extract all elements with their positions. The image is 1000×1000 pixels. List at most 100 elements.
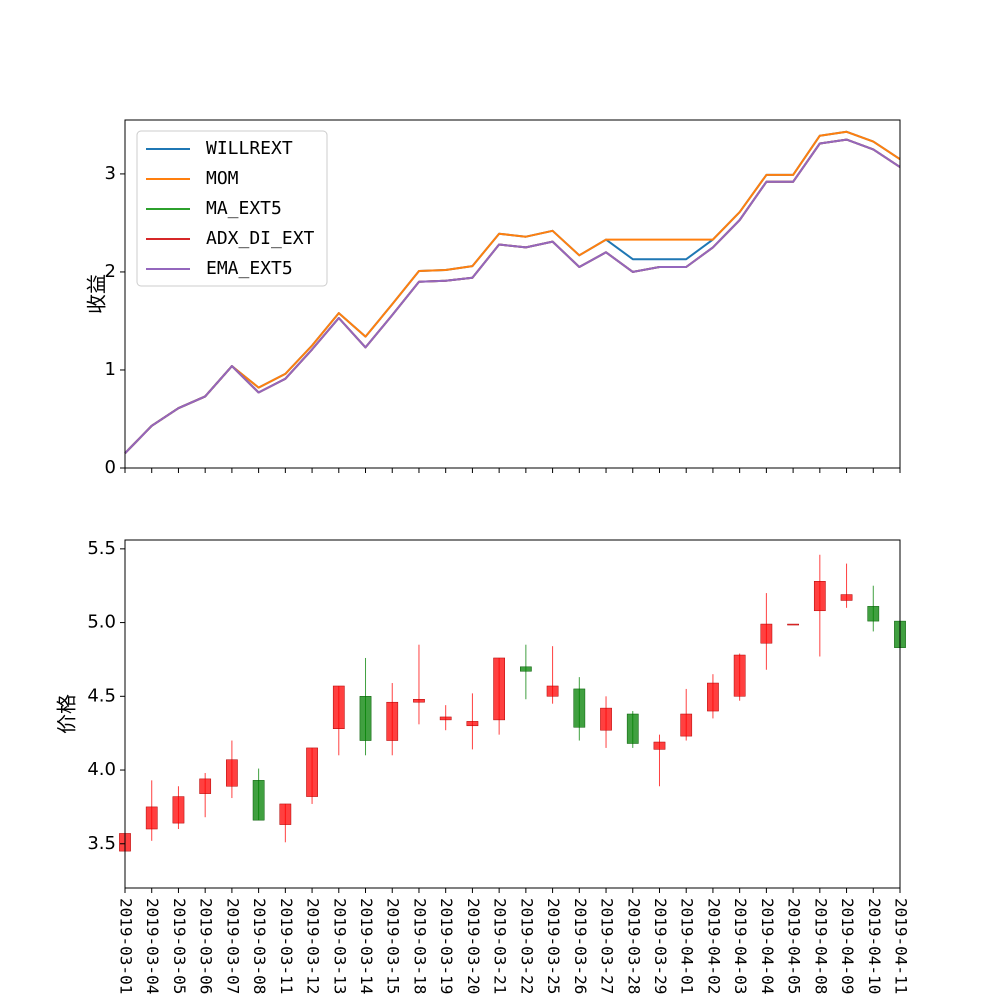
returns-x-ticks [124, 468, 901, 473]
candlestick [172, 786, 185, 830]
date-x-tick-label: 2019-04-08 [811, 898, 830, 994]
candlestick [306, 747, 318, 804]
date-x-tick-label: 2019-04-10 [865, 898, 884, 994]
candlestick [733, 653, 746, 701]
candlesticks [119, 554, 906, 855]
candlestick [867, 585, 880, 632]
price-y-ticks: 3.5 4.0 4.5 5.0 5.5 [87, 538, 125, 854]
candle-body [386, 701, 399, 741]
date-x-tick-label: 2019-03-20 [464, 898, 483, 994]
candle-body [707, 682, 719, 712]
price-y-tick-label: 4.0 [87, 759, 116, 780]
legend: WILLREXT MOM MA_EXT5 ADX_DI_EXT EMA_EXT5 [136, 130, 328, 287]
candlestick [359, 657, 372, 756]
candlestick [226, 740, 238, 799]
candle-body [787, 623, 799, 626]
date-x-tick-label: 2019-03-29 [651, 898, 670, 994]
candlestick [707, 674, 719, 719]
date-x-tick-label: 2019-03-22 [517, 898, 536, 994]
date-x-tick-label: 2019-04-11 [892, 898, 911, 994]
candle-body [626, 713, 639, 744]
candlestick [145, 780, 158, 841]
price-y-tick-label: 5.0 [87, 612, 116, 633]
candle-body [760, 623, 773, 644]
date-x-tick-label: 2019-03-12 [304, 898, 323, 994]
series-line-ema-ext5 [124, 138, 901, 454]
candlestick [680, 688, 693, 741]
price-chart-panel: 3.54.04.55.05.5 2019-03-01 2019-03-04 2019… [55, 538, 911, 994]
date-x-ticks: 2019-03-01 2019-03-04 2019-03-05 2019-03-06… [117, 888, 911, 994]
price-y-tick-label: 3.5 [87, 833, 116, 854]
candle-body [413, 699, 425, 703]
candlestick [760, 593, 773, 670]
returns-y-tick-label: 0 [105, 457, 116, 478]
candle-body [439, 716, 452, 721]
returns-y-tick-label: 3 [105, 163, 116, 184]
legend-box [136, 130, 328, 287]
price-y-axis-label: 价格 [55, 694, 79, 734]
price-y-tick-label: 5.5 [87, 538, 116, 559]
candle-body [466, 721, 479, 727]
date-x-tick-label: 2019-03-05 [170, 898, 189, 994]
date-x-tick-label: 2019-03-13 [330, 898, 349, 994]
candlestick [840, 563, 853, 608]
candlestick [466, 693, 479, 750]
candlestick [439, 705, 452, 731]
legend-entry-label: WILLREXT [206, 138, 293, 159]
returns-plot-frame [124, 119, 901, 469]
date-x-tick-label: 2019-03-18 [410, 898, 429, 994]
date-x-tick-label: 2019-03-11 [277, 898, 296, 994]
price-plot-frame [124, 539, 901, 889]
date-x-tick-label: 2019-04-02 [704, 898, 723, 994]
returns-chart-panel: 0 1 2 3 收益 WILLREXT MOM MA_EXT5 ADX_DI_EXT EMA_… [85, 119, 901, 478]
date-x-tick-label: 2019-03-25 [544, 898, 563, 994]
date-x-tick-label: 2019-04-09 [838, 898, 857, 994]
candle-body [172, 796, 185, 824]
date-x-tick-label: 2019-03-26 [571, 898, 590, 994]
candle-body [840, 594, 853, 601]
legend-entry-label: MA_EXT5 [206, 198, 282, 219]
candle-body [145, 806, 158, 830]
candle-body [359, 696, 372, 741]
date-x-tick-label: 2019-04-03 [731, 898, 750, 994]
candle-body [733, 654, 746, 697]
date-x-tick-label: 2019-03-14 [357, 898, 376, 994]
candle-body [332, 685, 345, 729]
candlestick [626, 711, 639, 748]
candle-body [813, 581, 826, 612]
candlestick [252, 768, 265, 821]
returns-y-tick-label: 1 [105, 359, 116, 380]
candlestick [787, 623, 799, 626]
date-x-tick-label: 2019-04-04 [758, 898, 777, 994]
date-x-tick-label: 2019-03-21 [491, 898, 510, 994]
candle-body [573, 688, 586, 728]
series-line-mom [124, 130, 901, 454]
date-x-tick-label: 2019-03-04 [143, 898, 162, 994]
legend-entry-label: MOM [206, 168, 239, 189]
candlestick [653, 734, 666, 787]
candlestick [520, 644, 532, 700]
candlestick [813, 554, 826, 657]
legend-entry-label: EMA_EXT5 [206, 258, 293, 279]
candlestick [413, 644, 425, 725]
date-x-tick-label: 2019-04-05 [785, 898, 804, 994]
date-x-tick-label: 2019-03-28 [624, 898, 643, 994]
candle-body [600, 707, 612, 731]
date-x-tick-label: 2019-03-01 [117, 898, 136, 994]
returns-series-lines [124, 130, 901, 454]
candlestick [493, 657, 505, 735]
candlestick [332, 685, 345, 756]
candle-body [653, 741, 666, 750]
date-x-tick-label: 2019-03-06 [197, 898, 216, 994]
candle-body [546, 685, 559, 697]
returns-y-ticks: 0 1 2 3 [105, 163, 125, 478]
date-x-tick-label: 2019-03-08 [250, 898, 269, 994]
candlestick [546, 646, 559, 704]
candle-body [226, 759, 238, 787]
date-x-tick-label: 2019-03-15 [384, 898, 403, 994]
date-x-tick-label: 2019-03-19 [437, 898, 456, 994]
candle-body [279, 803, 292, 825]
candlestick [600, 696, 612, 748]
candle-body [493, 657, 505, 721]
